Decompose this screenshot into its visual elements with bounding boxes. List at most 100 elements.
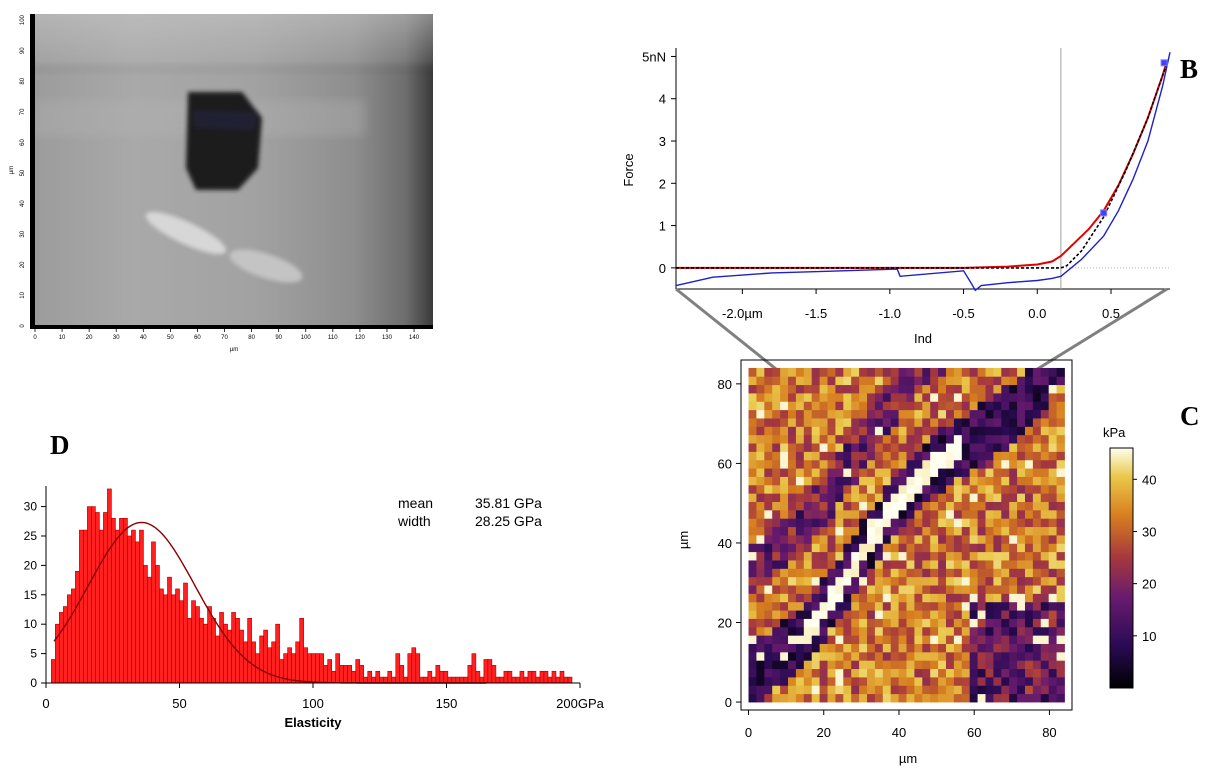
- histogram-bar: [327, 659, 332, 684]
- heatmap-cell: [803, 418, 813, 427]
- heatmap-cell: [961, 668, 971, 678]
- heatmap-cell: [827, 493, 836, 502]
- heatmap-cell: [811, 576, 821, 586]
- heatmap-cell: [882, 501, 892, 511]
- heatmap-cell: [945, 434, 955, 444]
- heatmap-cell: [795, 593, 805, 603]
- heatmap-cell: [961, 384, 971, 394]
- heatmap-cell: [953, 543, 963, 553]
- heatmap-cell: [898, 434, 907, 444]
- heatmap-cell: [914, 618, 923, 628]
- heatmap-cell: [795, 384, 805, 394]
- heatmap-cell: [938, 426, 947, 436]
- heatmap-cell: [819, 426, 828, 436]
- heatmap-cell: [1017, 401, 1026, 411]
- heatmap-cell: [930, 484, 939, 494]
- heatmap-cell: [780, 585, 789, 594]
- heatmap-cell: [914, 576, 923, 586]
- heatmap-cell: [1040, 668, 1050, 678]
- heatmap-cell: [922, 509, 931, 519]
- heatmap-cell: [819, 468, 828, 477]
- histogram-bar: [411, 647, 417, 684]
- heatmap-cell: [764, 434, 773, 444]
- heatmap-cell: [938, 693, 947, 703]
- heatmap-cell: [1001, 493, 1010, 502]
- heatmap-cell: [867, 367, 876, 377]
- heatmap-cell: [756, 484, 765, 494]
- heatmap-cell: [985, 476, 994, 486]
- heatmap-cell: [930, 593, 939, 603]
- heatmap-cell: [811, 476, 821, 486]
- heatmap-cell: [993, 560, 1002, 569]
- heatmap-cell: [859, 610, 868, 619]
- colorbar-tick-label: 10: [1142, 629, 1156, 644]
- heatmap-cell: [977, 418, 986, 427]
- heatmap-cell: [938, 376, 947, 386]
- heatmap-cell: [945, 660, 955, 670]
- heatmap-cell: [993, 393, 1002, 402]
- heatmap-cell: [898, 384, 907, 394]
- heatmap-cell: [985, 626, 994, 636]
- histogram-x-axis-label: Elasticity: [284, 715, 342, 730]
- heatmap-cell: [914, 535, 923, 544]
- heatmap-cell: [843, 685, 852, 695]
- heatmap-cell: [1017, 376, 1026, 386]
- heatmap-cell: [882, 610, 892, 619]
- heatmap-cell: [945, 643, 955, 653]
- heatmap-cell: [843, 635, 852, 644]
- heatmap-cell: [1001, 459, 1010, 469]
- heatmap-cell: [953, 676, 963, 686]
- heatmap-cell: [1056, 451, 1065, 461]
- heatmap-cell: [906, 384, 915, 394]
- heatmap-cell: [985, 459, 994, 469]
- heatmap-cell: [977, 468, 986, 477]
- heatmap-cell: [835, 509, 844, 519]
- heatmap-cell: [874, 376, 884, 386]
- histogram-bar: [471, 653, 477, 684]
- heatmap-y-tick-label: 40: [718, 536, 732, 551]
- heatmap-cell: [969, 459, 978, 469]
- histogram-bar: [171, 594, 176, 684]
- heatmap-cell: [1048, 493, 1057, 502]
- force-curve-y-tick-label: 3: [659, 134, 666, 149]
- heatmap-cell: [993, 518, 1002, 528]
- heatmap-cell: [772, 393, 781, 402]
- heatmap-cell: [985, 426, 994, 436]
- heatmap-cell: [1032, 509, 1042, 519]
- heatmap-cell: [819, 676, 828, 686]
- heatmap-x-tick-label: 0: [745, 725, 752, 740]
- heatmap-cell: [874, 384, 884, 394]
- heatmap-cell: [780, 459, 789, 469]
- heatmap-cell: [819, 610, 828, 619]
- heatmap-cell: [780, 434, 789, 444]
- heatmap-cell: [930, 459, 939, 469]
- heatmap-cell: [795, 560, 805, 569]
- heatmap-cell: [1009, 426, 1018, 436]
- heatmap-cell: [867, 626, 876, 636]
- heatmap-cell: [803, 585, 813, 594]
- heatmap-cell: [1009, 651, 1018, 661]
- heatmap-cell: [748, 367, 757, 377]
- heatmap-cell: [938, 418, 947, 427]
- histogram-bar: [351, 670, 357, 684]
- heatmap-cell: [890, 409, 899, 419]
- heatmap-cell: [764, 635, 773, 644]
- histogram-bar: [467, 665, 473, 684]
- heatmap-cell: [851, 451, 860, 461]
- heatmap-cell: [859, 568, 868, 578]
- histogram-bar: [311, 653, 316, 684]
- heatmap-cell: [764, 401, 773, 411]
- heatmap-cell: [827, 601, 836, 611]
- histogram-bar: [391, 676, 397, 684]
- heatmap-cell: [1056, 693, 1065, 703]
- heatmap-cell: [827, 535, 836, 544]
- heatmap-cell: [993, 668, 1002, 678]
- heatmap-cell: [859, 418, 868, 427]
- force-curve-y-tick-label: 2: [659, 176, 666, 191]
- heatmap-cell: [1024, 476, 1034, 486]
- heatmap-cell: [874, 509, 884, 519]
- panel-a: 0 10 20 30 40 50 60 70 80 90 100 110 120 130 140010203…: [9, 14, 433, 353]
- heatmap-cell: [803, 409, 813, 419]
- heatmap-cell: [977, 443, 986, 452]
- heatmap-cell: [930, 393, 939, 402]
